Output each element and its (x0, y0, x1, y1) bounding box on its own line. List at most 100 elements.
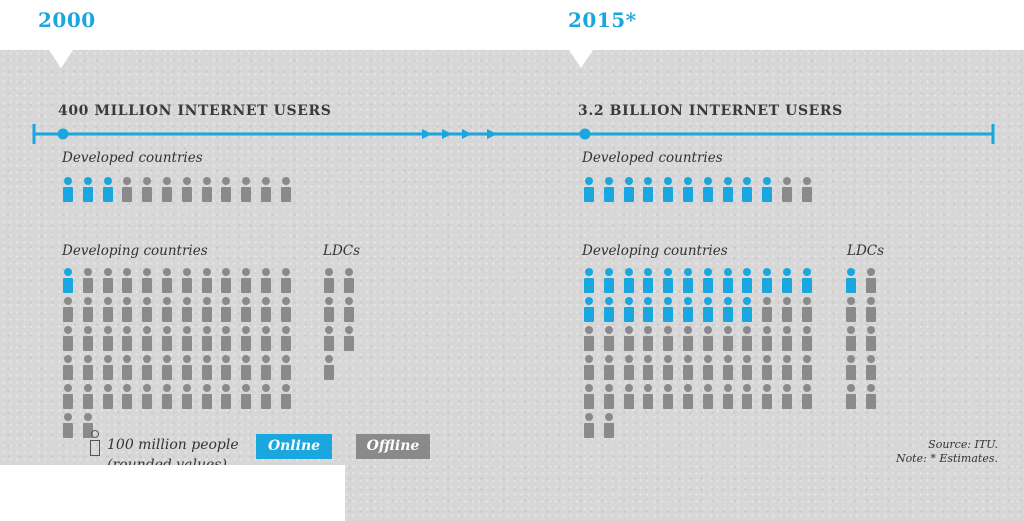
person-icon-offline (181, 268, 192, 294)
person-icon-online (742, 297, 753, 323)
year-label-2015: 2015* (568, 8, 637, 32)
person-icon-online (801, 268, 812, 294)
person-icon-offline (142, 326, 153, 352)
pictogram-developing-2000 (63, 268, 291, 439)
person-icon-offline (280, 355, 291, 381)
person-icon-offline (82, 268, 93, 294)
person-icon-online (603, 177, 614, 203)
person-icon-offline (584, 413, 594, 439)
legend-offline-swatch: Offline (356, 434, 430, 459)
person-icon-online (584, 268, 594, 294)
person-icon-offline (584, 326, 594, 352)
person-icon-offline (161, 268, 172, 294)
person-icon-online (623, 268, 634, 294)
person-icon-online (603, 297, 614, 323)
person-icon-offline (161, 355, 172, 381)
person-icon-offline (181, 355, 192, 381)
person-icon-offline (142, 268, 153, 294)
person-icon-offline (82, 297, 93, 323)
person-icon-offline (260, 355, 271, 381)
person-icon-offline (221, 355, 232, 381)
person-icon-offline (324, 326, 334, 352)
person-icon-online (702, 268, 713, 294)
person-icon-offline (663, 384, 674, 410)
person-icon-offline (82, 326, 93, 352)
person-icon-offline (781, 326, 792, 352)
person-icon-online (663, 177, 674, 203)
person-icon-online (663, 297, 674, 323)
person-icon-offline (781, 384, 792, 410)
person-icon-offline (142, 297, 153, 323)
person-icon-offline (722, 326, 733, 352)
timeline-arrow-4 (487, 129, 497, 139)
person-icon-online (643, 177, 654, 203)
person-icon-online (663, 268, 674, 294)
timeline-marker-2015 (579, 128, 591, 140)
person-icon-offline (603, 326, 614, 352)
person-icon-offline (781, 355, 792, 381)
person-icon-offline (241, 384, 252, 410)
person-icon-online (623, 297, 634, 323)
person-icon-offline (122, 355, 133, 381)
label-developed-2000: Developed countries (62, 150, 203, 166)
person-icon-online (702, 297, 713, 323)
person-icon-online (682, 177, 693, 203)
person-icon-offline (122, 297, 133, 323)
pictogram-developed-2015 (584, 177, 812, 203)
person-icon-offline (801, 177, 812, 203)
person-icon-offline (801, 355, 812, 381)
person-icon-online (584, 297, 594, 323)
person-icon-offline (142, 177, 153, 203)
person-icon-offline (801, 326, 812, 352)
person-icon-offline (866, 355, 876, 381)
person-icon-offline (801, 384, 812, 410)
panel-notch-right (569, 50, 593, 68)
person-icon-offline (102, 297, 113, 323)
person-icon-offline (201, 326, 212, 352)
person-icon-online (702, 177, 713, 203)
person-icon-offline (201, 297, 212, 323)
person-icon-offline (161, 297, 172, 323)
person-icon-offline (742, 326, 753, 352)
person-icon-offline (82, 413, 93, 439)
person-icon-offline (623, 384, 634, 410)
person-icon-offline (866, 384, 876, 410)
person-icon-offline (122, 384, 133, 410)
person-icon-offline (201, 384, 212, 410)
person-icon-online (781, 268, 792, 294)
person-icon-offline (866, 326, 876, 352)
person-icon-offline (663, 326, 674, 352)
person-icon-offline (63, 384, 73, 410)
person-icon-offline (63, 297, 73, 323)
person-icon-online (762, 268, 773, 294)
person-icon-offline (201, 268, 212, 294)
person-icon-offline (682, 384, 693, 410)
timeline-arrow-3 (462, 129, 472, 139)
person-icon-offline (801, 297, 812, 323)
person-icon-offline (722, 384, 733, 410)
person-icon-online (102, 177, 113, 203)
person-icon-offline (221, 177, 232, 203)
person-icon-offline (161, 384, 172, 410)
person-icon-offline (702, 326, 713, 352)
person-icon-offline (603, 413, 614, 439)
timeline-arrow-2 (442, 129, 452, 139)
person-icon-online (762, 177, 773, 203)
person-icon-offline (846, 355, 856, 381)
timeline-arrow-1 (422, 129, 432, 139)
person-icon-offline (722, 355, 733, 381)
person-icon-offline (122, 177, 133, 203)
person-icon-offline (181, 297, 192, 323)
pictogram-ldcs-2015 (846, 268, 876, 410)
person-icon-offline (762, 326, 773, 352)
person-icon-offline (142, 384, 153, 410)
person-icon-offline (742, 384, 753, 410)
person-icon-offline (762, 384, 773, 410)
person-icon-online (722, 297, 733, 323)
source-text: Source: ITU. (928, 438, 998, 451)
person-icon-offline (781, 297, 792, 323)
person-icon-offline (344, 297, 354, 323)
source-note: Source: ITU. Note: * Estimates. (896, 438, 998, 466)
person-icon-offline (866, 297, 876, 323)
